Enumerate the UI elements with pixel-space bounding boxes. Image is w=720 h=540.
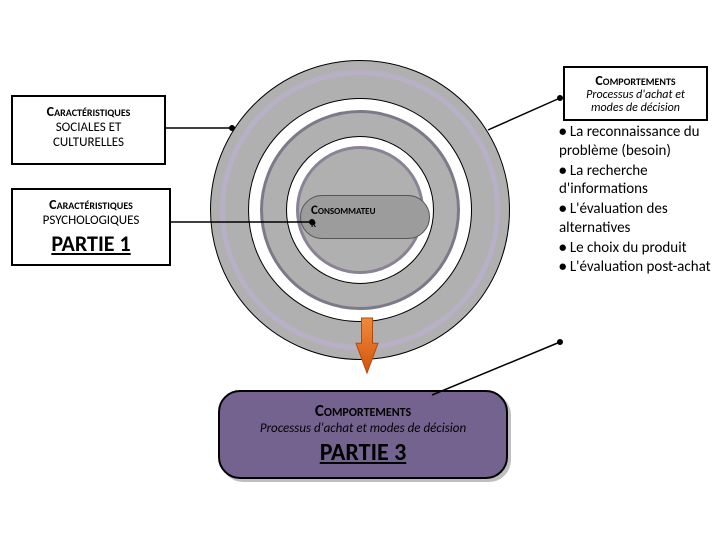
bullet-item: • L'évaluation des alternatives	[559, 200, 717, 238]
lb1-sub1: PSYCHOLOGIQUES	[21, 213, 161, 228]
lb0-sub1: SOCIALES ET	[21, 120, 156, 135]
bottom-box: Comportements Processus d'achat et modes…	[218, 390, 508, 479]
top-right-box: Comportements Processus d'achat et modes…	[563, 66, 708, 121]
bullet-item: • La recherche d'informations	[559, 162, 717, 200]
bullet-item: • La reconnaissance du problème (besoin)	[559, 123, 717, 161]
bb-sub: Processus d'achat et modes de décision	[234, 421, 492, 436]
lb1-partie: PARTIE 1	[21, 230, 161, 257]
lb0-sub2: CULTURELLES	[21, 135, 156, 150]
lb1-title: Caractéristiques	[21, 196, 161, 213]
lb0-title: Caractéristiques	[21, 103, 156, 120]
tr-title: Comportements	[571, 72, 700, 89]
left-box-social: Caractéristiques SOCIALES ET CULTURELLES	[11, 95, 166, 165]
center-line1: Consommateu	[311, 203, 375, 218]
bullet-item: • Le choix du produit	[559, 239, 717, 258]
center-consumer-label: Consommateu r	[300, 195, 430, 239]
left-box-psych: Caractéristiques PSYCHOLOGIQUES PARTIE 1	[11, 188, 171, 266]
orange-arrow-icon	[346, 313, 388, 388]
bullet-item: • L'évaluation post-achat	[559, 258, 717, 277]
bb-partie: PARTIE 3	[234, 438, 492, 467]
center-line2: r	[311, 216, 316, 231]
tr-sub: Processus d'achat et modes de décision	[571, 89, 700, 115]
bb-title: Comportements	[234, 400, 492, 421]
bullets-list: • La reconnaissance du problème (besoin)…	[559, 123, 717, 278]
